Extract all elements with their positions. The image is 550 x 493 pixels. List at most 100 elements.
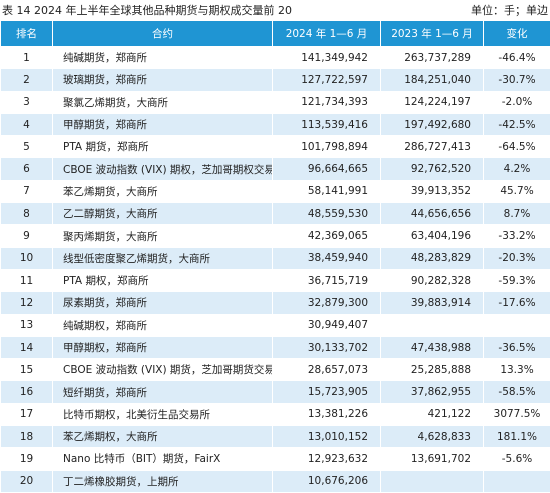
column-header: 合约 [53,21,273,47]
table-cell: 线型低密度聚乙烯期货，大商所 [53,247,273,269]
table-cell: 47,438,988 [381,336,484,358]
table-cell: 13 [1,314,53,336]
table-cell: -59.3% [484,269,550,291]
table-cell: 37,862,955 [381,381,484,403]
column-header: 排名 [1,21,53,47]
table-cell: 121,734,393 [273,91,381,113]
table-cell: 苯乙烯期货，大商所 [53,180,273,202]
table-cell: 10 [1,247,53,269]
table-cell: -46.4% [484,47,550,69]
table-cell: 短纤期货，郑商所 [53,381,273,403]
table-cell: 苯乙烯期权，大商所 [53,426,273,448]
table-cell: -58.5% [484,381,550,403]
table-cell: 36,715,719 [273,269,381,291]
table-cell: 12,923,632 [273,448,381,470]
table-title: 表 14 2024 年上半年全球其他品种期货与期权成交量前 20 [2,2,292,18]
table-cell [484,470,550,492]
table-cell: 16 [1,381,53,403]
table-cell: -5.6% [484,448,550,470]
table-cell: 3 [1,91,53,113]
table-cell: 玻璃期货，郑商所 [53,69,273,91]
table-cell: 5 [1,136,53,158]
table-cell: 纯碱期权，郑商所 [53,314,273,336]
table-cell [381,314,484,336]
table-cell: 13,691,702 [381,448,484,470]
table-cell: 39,913,352 [381,180,484,202]
table-cell: 2 [1,69,53,91]
unit-note: 单位：手；单边 [471,2,548,18]
table-cell: 12 [1,292,53,314]
table-cell: 14 [1,336,53,358]
table-cell: 10,676,206 [273,470,381,492]
table-cell: 尿素期货，郑商所 [53,292,273,314]
table-cell [484,314,550,336]
table-cell: -2.0% [484,91,550,113]
table-cell: 124,224,197 [381,91,484,113]
table-cell: 48,283,829 [381,247,484,269]
table-cell: CBOE 波动指数 (VIX) 期权，芝加哥期权交易所 [53,158,273,180]
table-cell: 3077.5% [484,403,550,425]
table-cell: 48,559,530 [273,203,381,225]
table-cell: 7 [1,180,53,202]
table-cell: 9 [1,225,53,247]
table-cell: 6 [1,158,53,180]
table-cell: 15,723,905 [273,381,381,403]
table-cell: 101,798,894 [273,136,381,158]
table-cell: 20 [1,470,53,492]
table-cell [381,470,484,492]
table-cell: 甲醇期货，郑商所 [53,113,273,135]
table-cell: 4 [1,113,53,135]
table-cell: PTA 期权，郑商所 [53,269,273,291]
table-cell: 197,492,680 [381,113,484,135]
table-cell: 11 [1,269,53,291]
table-cell: 421,122 [381,403,484,425]
table-cell: 263,737,289 [381,47,484,69]
table-cell: 纯碱期货，郑商所 [53,47,273,69]
table-cell: 丁二烯橡胶期货，上期所 [53,470,273,492]
table-cell: 18 [1,426,53,448]
table-cell: 甲醇期权，郑商所 [53,336,273,358]
table-cell: 30,949,407 [273,314,381,336]
table-cell: 4,628,833 [381,426,484,448]
column-header: 2024 年 1—6 月 [273,21,381,47]
header: 表 14 2024 年上半年全球其他品种期货与期权成交量前 20 单位：手；单边 [0,0,550,20]
table-cell: Nano 比特币（BIT）期货，FairX [53,448,273,470]
table-cell: 39,883,914 [381,292,484,314]
table-cell: PTA 期货，郑商所 [53,136,273,158]
table-cell: 8.7% [484,203,550,225]
table-cell: 127,722,597 [273,69,381,91]
table-cell: 30,133,702 [273,336,381,358]
table-cell: 聚丙烯期货，大商所 [53,225,273,247]
table-cell: 44,656,656 [381,203,484,225]
table-cell: 17 [1,403,53,425]
table-cell: 13.3% [484,359,550,381]
table-cell: 63,404,196 [381,225,484,247]
table-cell: 8 [1,203,53,225]
table-cell: 32,879,300 [273,292,381,314]
table-cell: -20.3% [484,247,550,269]
table-cell: 25,285,888 [381,359,484,381]
table-cell: 92,762,520 [381,158,484,180]
table-cell: -64.5% [484,136,550,158]
table-cell: 286,727,413 [381,136,484,158]
table-cell: -33.2% [484,225,550,247]
table-cell: -17.6% [484,292,550,314]
